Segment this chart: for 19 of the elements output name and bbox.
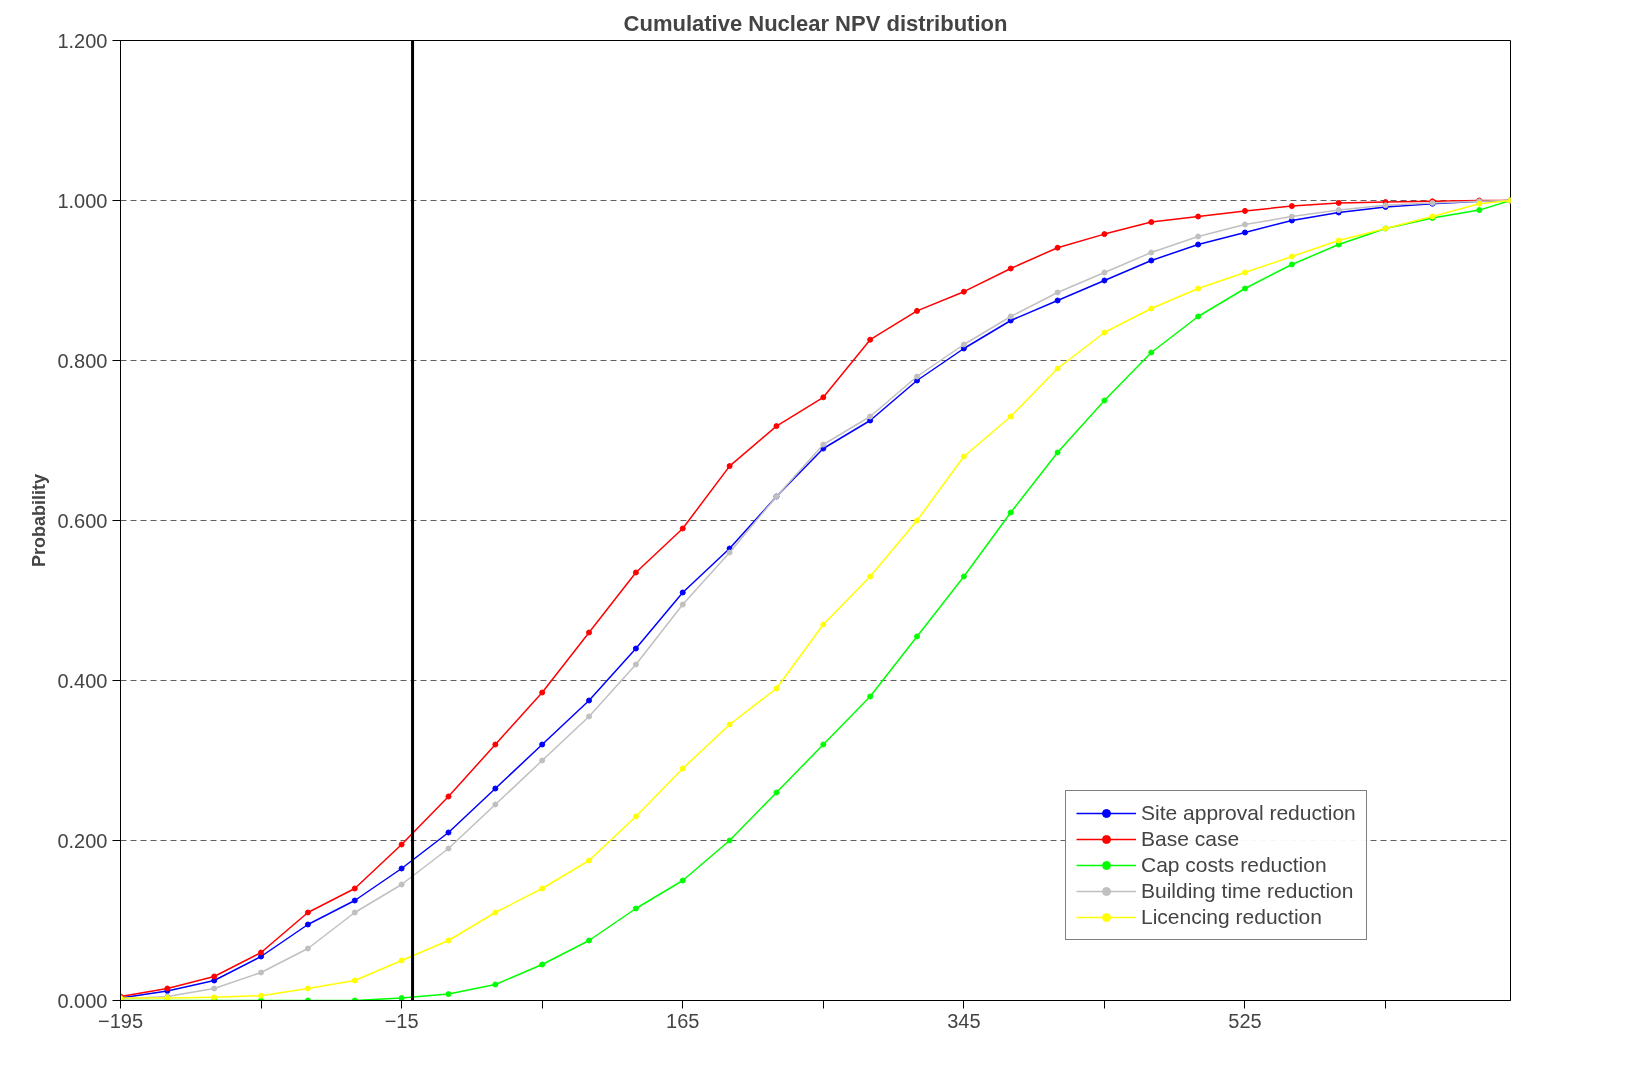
legend-label: Site approval reduction	[1141, 801, 1356, 825]
y-tick-label: 0.200	[57, 829, 108, 852]
x-tick-label: 525	[1228, 1009, 1262, 1032]
y-tick-label: 0.600	[57, 509, 108, 532]
legend-label: Cap costs reduction	[1141, 853, 1327, 877]
y-tick-label: 0.400	[57, 669, 108, 692]
y-tick-label: 0.800	[57, 349, 108, 372]
legend-label: Base case	[1141, 827, 1240, 851]
chart-title: Cumulative Nuclear NPV distribution	[623, 10, 1008, 36]
x-tick-label: −15	[384, 1009, 419, 1032]
legend-label: Building time reduction	[1141, 879, 1354, 903]
y-tick-label: 0.000	[57, 989, 108, 1012]
y-tick-label: 1.000	[57, 189, 108, 212]
y-axis-title: Probability	[29, 473, 50, 568]
legend-label: Licencing reduction	[1141, 905, 1322, 929]
y-tick-label: 1.200	[57, 29, 108, 52]
x-tick-label: 165	[666, 1009, 700, 1032]
x-tick-label: −195	[97, 1009, 144, 1032]
x-tick-label: 345	[947, 1009, 981, 1032]
